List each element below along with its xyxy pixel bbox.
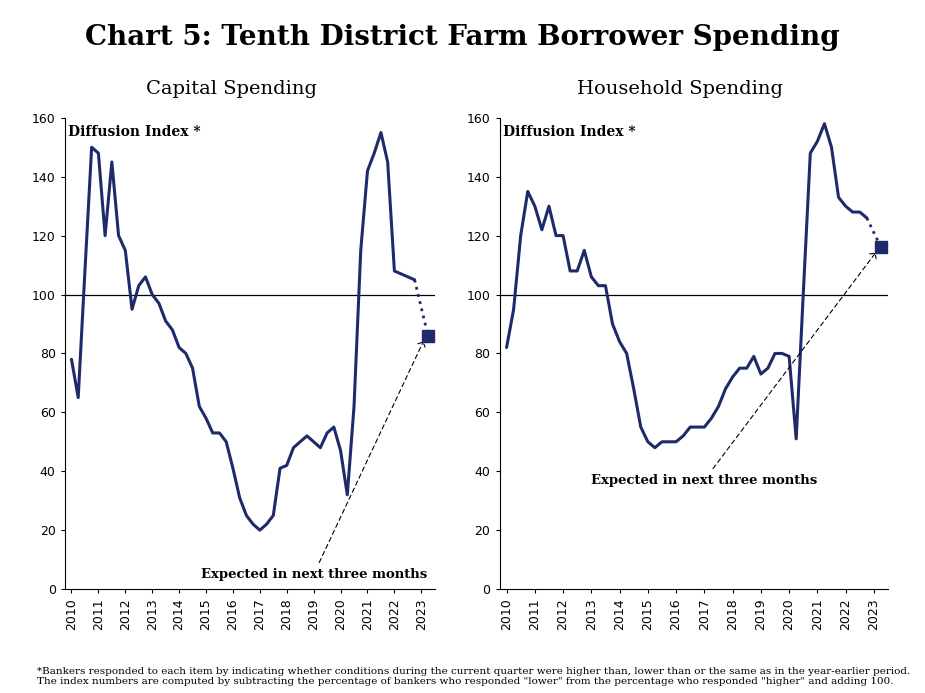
- Text: Chart 5: Tenth District Farm Borrower Spending: Chart 5: Tenth District Farm Borrower Sp…: [85, 24, 840, 51]
- Text: Household Spending: Household Spending: [577, 80, 783, 98]
- Text: Diffusion Index *: Diffusion Index *: [68, 125, 201, 139]
- Text: Expected in next three months: Expected in next three months: [201, 342, 426, 581]
- Text: Expected in next three months: Expected in next three months: [591, 253, 876, 486]
- Text: Diffusion Index *: Diffusion Index *: [503, 125, 636, 139]
- Text: Capital Spending: Capital Spending: [146, 80, 316, 98]
- Text: *Bankers responded to each item by indicating whether conditions during the curr: *Bankers responded to each item by indic…: [37, 667, 910, 686]
